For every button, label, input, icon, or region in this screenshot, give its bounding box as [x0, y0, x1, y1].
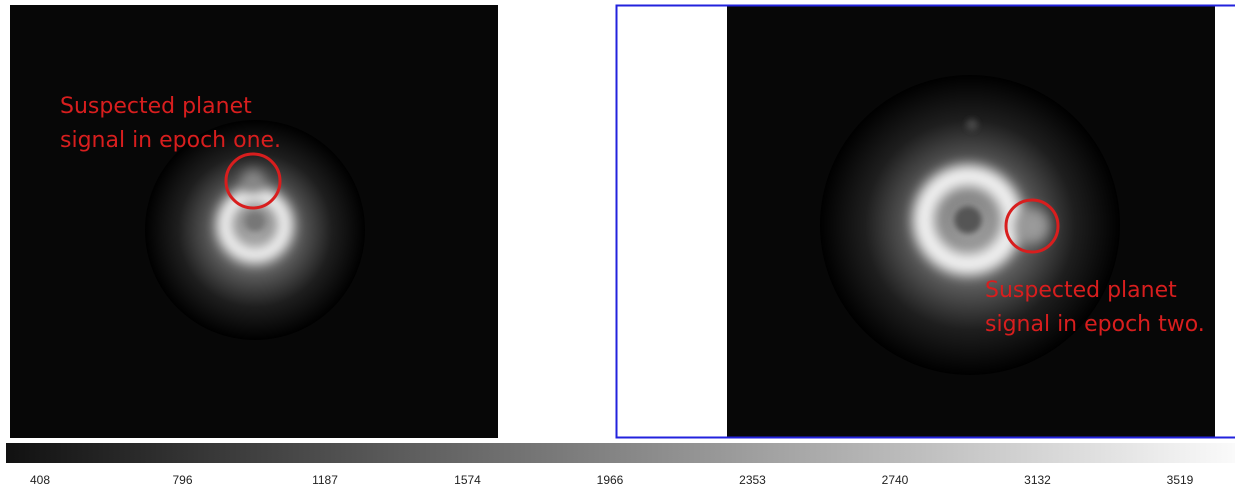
annotation-line: signal in epoch two. [985, 312, 1205, 337]
colorbar-tick-label: 3132 [1024, 473, 1051, 486]
colorbar [6, 443, 1235, 463]
annotation-line: Suspected planet [60, 94, 252, 119]
colorbar-tick-label: 3519 [1167, 473, 1194, 486]
colorbar-tick-label: 2353 [739, 473, 766, 486]
colorbar-tick-label: 1187 [312, 473, 338, 486]
colorbar-tick-label: 408 [30, 473, 50, 486]
page: Suspected planet signal in epoch one. Su… [0, 0, 1235, 486]
annotation-line: Suspected planet [985, 278, 1177, 303]
colorbar-tick-label: 2740 [882, 473, 909, 486]
colorbar-tick-label: 1966 [597, 473, 624, 486]
viewer: Suspected planet signal in epoch one. Su… [0, 0, 1235, 486]
colorbar-tick-label: 1574 [454, 473, 481, 486]
image-epoch-two [617, 5, 1235, 438]
colorbar-tick-label: 796 [172, 473, 192, 486]
image-epoch-one [10, 5, 498, 438]
colorbar-ticks: 408 796 1187 1574 1966 2353 2740 3132 3519 [30, 473, 1194, 486]
annotation-line: signal in epoch one. [60, 128, 281, 153]
